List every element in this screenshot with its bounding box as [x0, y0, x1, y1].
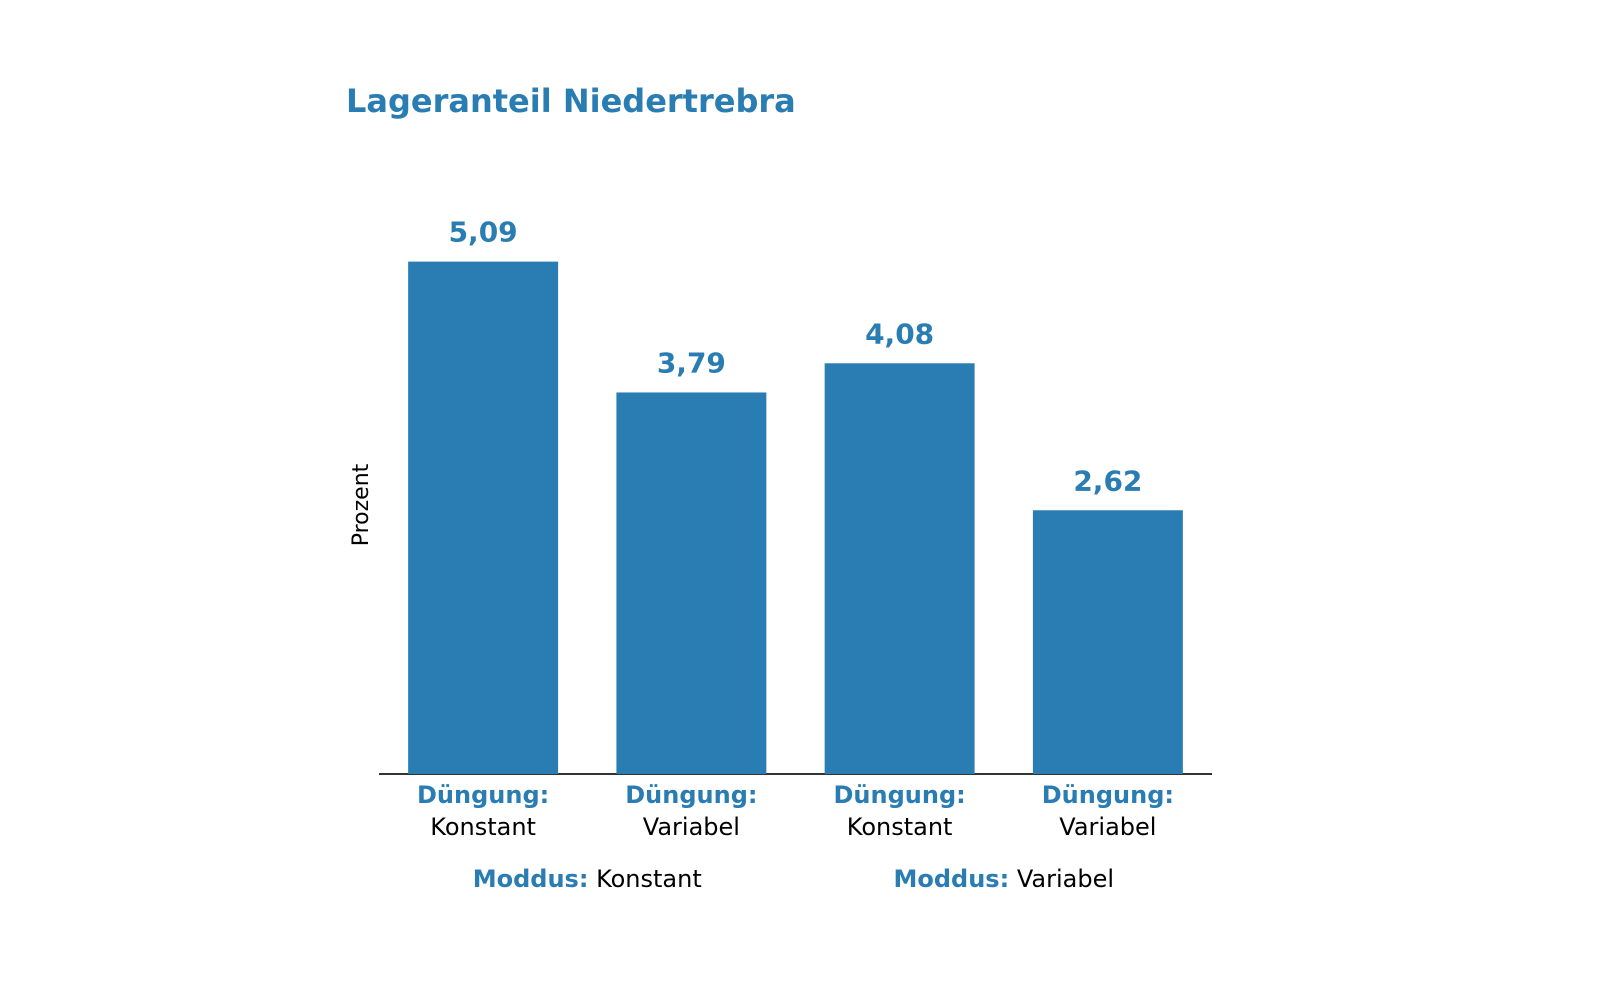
x-tick-prefix: Düngung: [1042, 781, 1174, 809]
value-label: 3,79 [657, 346, 726, 379]
group-prefix: Moddus: [893, 865, 1009, 893]
x-tick-label: Variabel [643, 813, 740, 841]
x-tick-prefix: Düngung: [417, 781, 549, 809]
value-label: 5,09 [449, 216, 518, 249]
chart-title: Lageranteil Niedertrebra [346, 82, 796, 120]
y-axis-label: Prozent [349, 463, 374, 546]
x-tick-label: Variabel [1059, 813, 1156, 841]
group-label: Moddus: Konstant [473, 865, 702, 893]
group-label: Moddus: Variabel [893, 865, 1114, 893]
group-prefix: Moddus: [473, 865, 589, 893]
bar [1032, 510, 1183, 774]
value-label: 4,08 [865, 317, 934, 350]
group-name: Variabel [1017, 865, 1114, 893]
x-tick-label: Konstant [847, 813, 953, 841]
group-name: Konstant [596, 865, 702, 893]
bar [408, 261, 559, 774]
bar [824, 363, 975, 774]
bar [616, 392, 767, 774]
x-tick-label: Konstant [430, 813, 536, 841]
x-tick-prefix: Düngung: [834, 781, 966, 809]
value-label: 2,62 [1073, 464, 1142, 497]
x-tick-prefix: Düngung: [625, 781, 757, 809]
